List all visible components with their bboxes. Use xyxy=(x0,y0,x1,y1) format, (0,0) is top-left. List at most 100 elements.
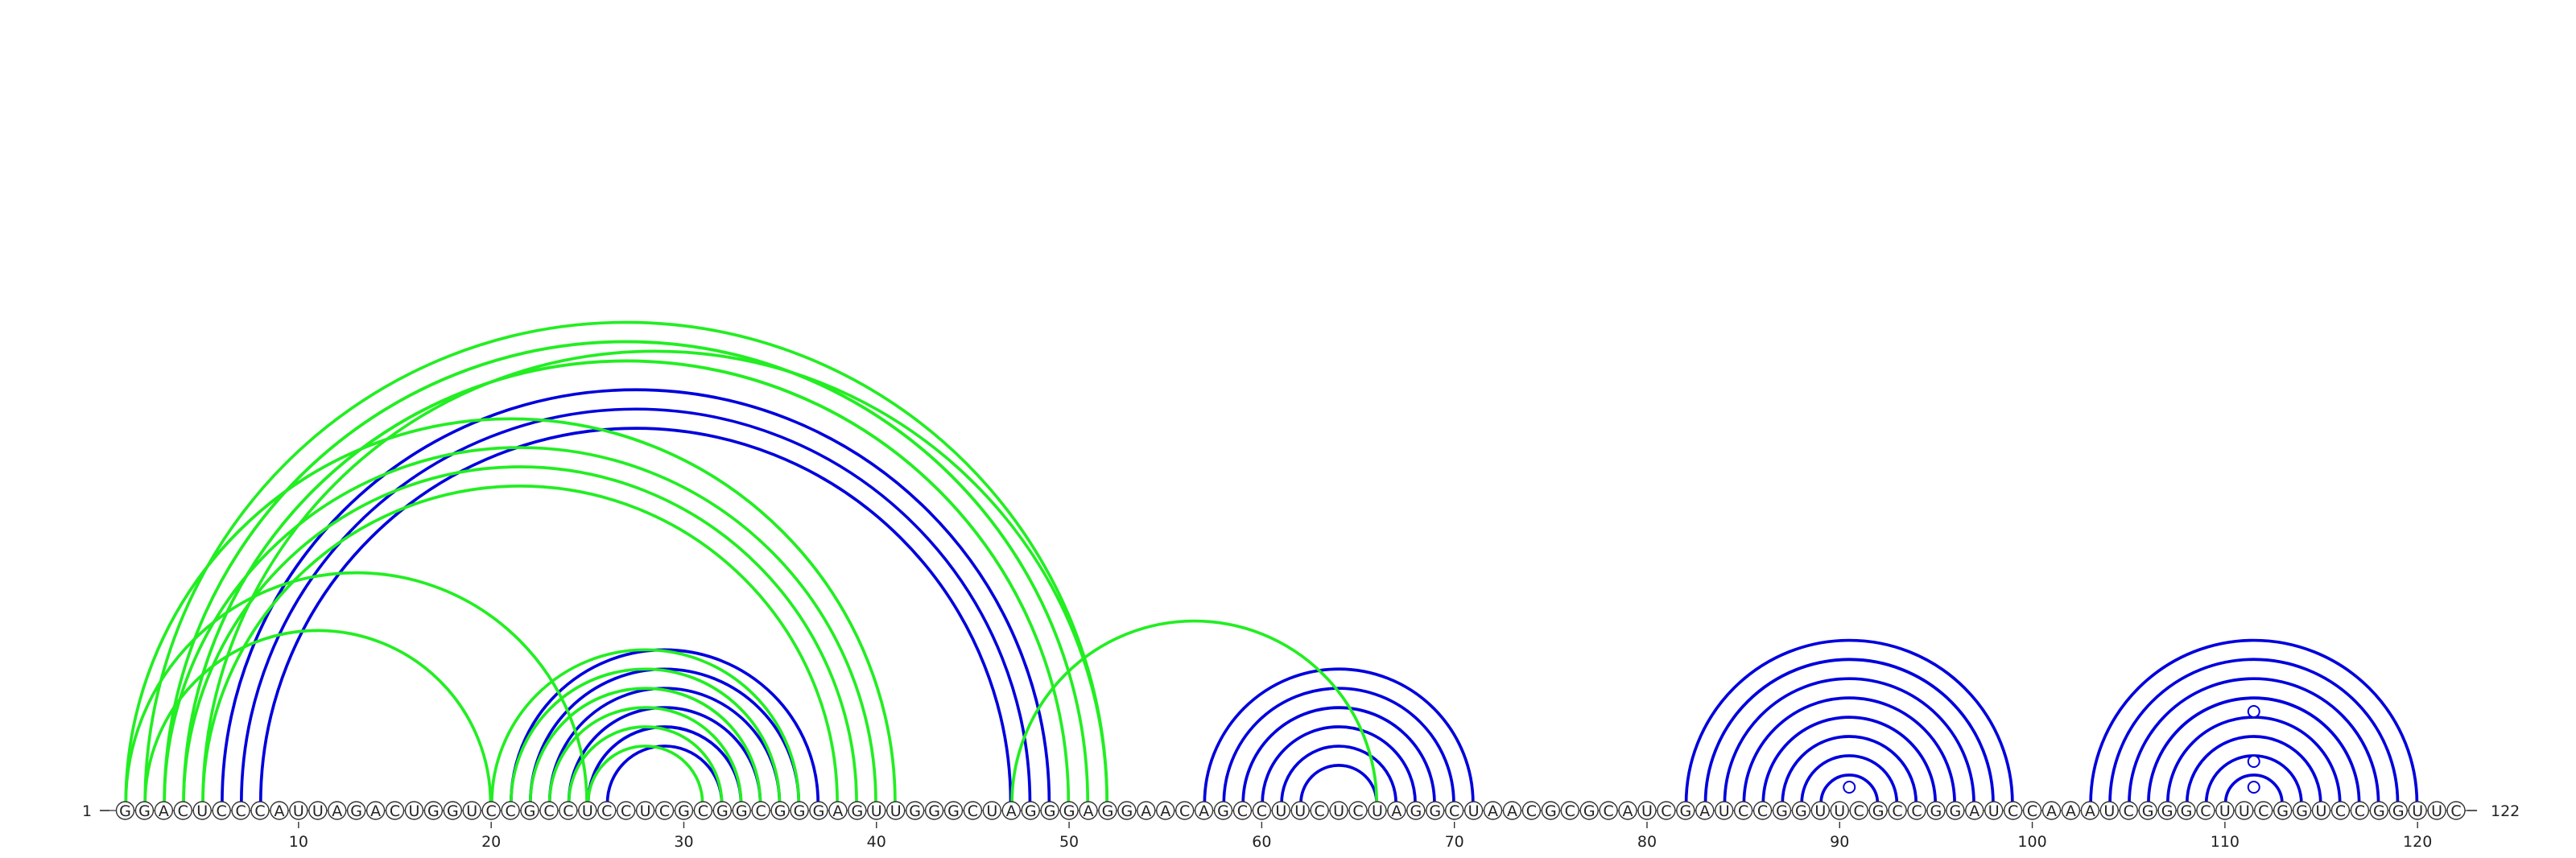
green-arc-24-32 xyxy=(567,725,724,804)
nucleotide: A xyxy=(1137,801,1156,820)
nucleotide-circle xyxy=(2273,801,2293,820)
nucleotide-circle xyxy=(1348,801,1368,820)
nucleotide-circle xyxy=(1521,801,1542,820)
nucleotide-letter: A xyxy=(1199,802,1209,820)
nucleotide-circle xyxy=(2177,801,2196,820)
nucleotide-circle xyxy=(867,801,886,820)
nucleotide-circle xyxy=(1156,801,1175,820)
nucleotide-letter: U xyxy=(871,802,882,820)
nucleotide-letter: G xyxy=(1545,802,1557,820)
nucleotide-letter: G xyxy=(2142,802,2154,820)
nucleotide-circle xyxy=(1752,801,1773,820)
nucleotide: G xyxy=(2177,801,2196,820)
nucleotide-letter: G xyxy=(2181,802,2193,820)
nucleotide-circle xyxy=(1695,801,1715,820)
tick-label: 70 xyxy=(1445,833,1464,851)
nucleotide-circle xyxy=(732,801,751,820)
blue-arc-62-66 xyxy=(1299,764,1379,804)
nucleotide-letter: A xyxy=(1969,802,1979,820)
green-arc-5-52 xyxy=(201,349,1109,804)
nucleotide-letter: C xyxy=(1892,802,1902,820)
nucleotide: G xyxy=(1676,801,1695,820)
blue-arc-26-32 xyxy=(607,745,722,804)
nucleotide-letter: U xyxy=(408,802,419,820)
nucleotide-circle xyxy=(462,801,481,820)
nucleotide-letter: A xyxy=(2046,802,2057,820)
nucleotide-letter: G xyxy=(138,802,151,820)
nucleotide: C xyxy=(1348,801,1368,820)
nucleotide-letter: G xyxy=(1795,802,1807,820)
blue-arc-89-92 xyxy=(1820,774,1878,804)
nucleotide: A xyxy=(1965,801,1984,820)
nucleotide: C xyxy=(1907,801,1926,820)
nucleotide-circle xyxy=(597,801,617,820)
nucleotide: A xyxy=(2041,801,2062,820)
nucleotide-circle xyxy=(712,801,733,820)
nucleotide-letter: A xyxy=(1507,802,1517,820)
blue-arc-7-48 xyxy=(239,407,1032,804)
nucleotide: C xyxy=(231,801,250,820)
nucleotide: G xyxy=(423,801,444,820)
nucleotide-circle xyxy=(2311,801,2331,820)
nucleotide-letter: U xyxy=(1275,802,1286,820)
green-arc-25-31 xyxy=(586,745,704,804)
nucleotide-letter: C xyxy=(563,802,573,820)
nucleotide-letter: G xyxy=(447,802,459,820)
nucleotide-letter: C xyxy=(968,802,978,820)
blue-arc-105-118 xyxy=(2128,677,2380,804)
nucleotide-letter: C xyxy=(1352,802,1363,820)
nucleotide: C xyxy=(2003,801,2023,820)
nucleotide-circle xyxy=(2254,801,2273,820)
nucleotide-letter: C xyxy=(698,802,708,820)
tick-label: 20 xyxy=(481,833,501,851)
nucleotide-letter: U xyxy=(1333,802,1344,820)
green-arc-5-38 xyxy=(201,485,840,804)
nucleotide-circle xyxy=(1868,801,1888,820)
nucleotide-letter: A xyxy=(1391,802,1402,820)
blue-arc-85-96 xyxy=(1744,697,1955,804)
nucleotide-letter: G xyxy=(1583,802,1596,820)
nucleotide: A xyxy=(828,801,848,820)
nucleotide: G xyxy=(1021,801,1040,820)
blue-arc-89-92 xyxy=(1819,773,1880,804)
nucleotide-letter: U xyxy=(890,802,902,820)
nucleotide-letter: C xyxy=(390,802,400,820)
nucleotide-letter: U xyxy=(196,802,208,820)
green-arc-47-66 xyxy=(1010,619,1379,804)
nucleotide: C xyxy=(963,801,983,820)
nucleotide: U xyxy=(1810,801,1831,820)
nucleotide: G xyxy=(790,801,809,820)
nucleotide: U xyxy=(1714,801,1734,820)
nucleotide: G xyxy=(1926,801,1946,820)
nucleotide: A xyxy=(1001,801,1021,820)
nucleotide-letter: G xyxy=(1025,802,1037,820)
nucleotide-letter: C xyxy=(601,802,612,820)
nucleotide-circle xyxy=(2427,801,2446,820)
nucleotide-letter: U xyxy=(466,802,477,820)
blue-arc-103-120 xyxy=(2089,638,2419,804)
nucleotide: U xyxy=(2427,801,2446,820)
arc-marker xyxy=(2247,755,2260,768)
nucleotide-letter: A xyxy=(1488,802,1498,820)
blue-arc-57-71 xyxy=(1203,667,1475,804)
nucleotide-letter: A xyxy=(2085,802,2095,820)
nucleotide: G xyxy=(443,801,463,820)
green-arc-22-34 xyxy=(528,687,762,804)
nucleotide-letter: A xyxy=(2066,802,2076,820)
nucleotide-circle xyxy=(1406,801,1426,820)
nucleotide-letter: C xyxy=(1257,802,1267,820)
markers-layer xyxy=(1843,705,2260,794)
nucleotide: G xyxy=(1117,801,1137,820)
nucleotide-letter: U xyxy=(2316,802,2327,820)
green-arc-2-52 xyxy=(144,322,1108,804)
blue-arc-58-70 xyxy=(1222,687,1455,804)
nucleotide: A xyxy=(270,801,289,820)
nucleotide-circle xyxy=(2061,801,2081,820)
nucleotide-letter: G xyxy=(851,802,863,820)
blue-arc-86-95 xyxy=(1762,716,1936,804)
nucleotide: A xyxy=(1194,801,1214,820)
nucleotide-letter: G xyxy=(1102,802,1114,820)
blue-arc-82-99 xyxy=(1686,639,2013,804)
nucleotide-circle xyxy=(2196,801,2215,820)
